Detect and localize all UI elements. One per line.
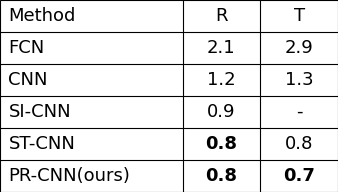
Text: 2.1: 2.1	[207, 39, 236, 57]
Text: R: R	[215, 7, 227, 25]
Text: 0.8: 0.8	[285, 135, 313, 153]
Text: CNN: CNN	[8, 71, 48, 89]
Text: -: -	[296, 103, 303, 121]
Text: 0.7: 0.7	[283, 167, 315, 185]
Text: 0.9: 0.9	[207, 103, 236, 121]
Text: 0.8: 0.8	[206, 167, 237, 185]
Text: Method: Method	[8, 7, 76, 25]
Text: 0.8: 0.8	[206, 135, 237, 153]
Text: 1.3: 1.3	[285, 71, 313, 89]
Text: 2.9: 2.9	[285, 39, 314, 57]
Text: ST-CNN: ST-CNN	[8, 135, 75, 153]
Text: 1.2: 1.2	[207, 71, 236, 89]
Text: SI-CNN: SI-CNN	[8, 103, 71, 121]
Text: PR-CNN(ours): PR-CNN(ours)	[8, 167, 130, 185]
Text: T: T	[294, 7, 305, 25]
Text: FCN: FCN	[8, 39, 45, 57]
